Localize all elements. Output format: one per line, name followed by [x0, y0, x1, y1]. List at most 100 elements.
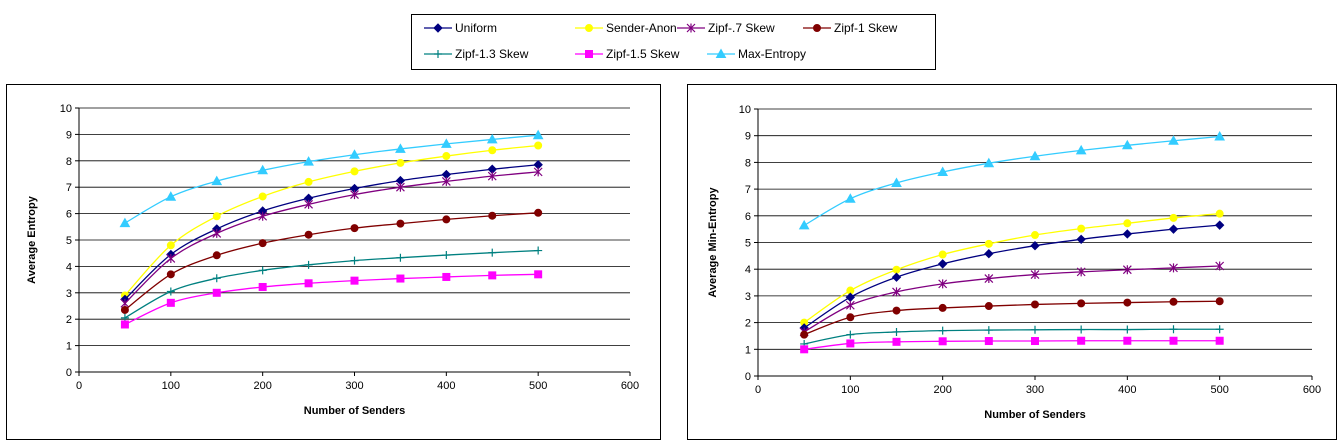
data-point [892, 327, 901, 336]
legend-label: Zipf-1.3 Skew [455, 47, 529, 61]
data-point [488, 146, 497, 155]
data-point [892, 287, 901, 297]
legend-label: Max-Entropy [738, 47, 807, 61]
legend-label: Zipf-.7 Skew [708, 21, 775, 35]
data-point [212, 251, 221, 260]
x-tick-label: 500 [1210, 384, 1228, 396]
data-point [258, 266, 267, 275]
data-point [166, 241, 175, 250]
series-zipf-1-3-skew [120, 246, 543, 322]
legend-item-zipf-1-3-skew: Zipf-1.3 Skew [424, 45, 528, 63]
data-point [1214, 130, 1226, 141]
data-point [350, 167, 359, 176]
legend-swatch [575, 50, 603, 58]
series-zipf-1-5-skew [800, 336, 1224, 354]
series-line [124, 164, 539, 300]
y-tick-label: 6 [745, 211, 751, 223]
data-point [486, 133, 498, 144]
y-tick-label: 5 [66, 235, 72, 247]
average-min-entropy-chart: 0 1 2 3 4 5 6 7 8 9 10 0 100 200 300 400 500 600 Number of… [687, 84, 1337, 440]
legend-marker-asterisk-icon [686, 23, 696, 33]
data-point [984, 239, 993, 248]
data-point [1168, 224, 1179, 234]
series-line [803, 265, 1220, 333]
data-point [1031, 300, 1039, 309]
data-point [984, 249, 994, 259]
data-point [937, 166, 949, 177]
data-point [798, 219, 810, 230]
y-tick-label: 1 [745, 344, 751, 356]
series-uniform [799, 220, 1225, 333]
data-point [800, 330, 809, 339]
legend-marker-square-icon [585, 50, 593, 58]
data-point [845, 300, 855, 310]
y-tick-label: 7 [66, 182, 72, 194]
series-line [803, 224, 1220, 329]
data-point [304, 199, 314, 209]
series-line [124, 249, 539, 319]
series-line [124, 212, 539, 311]
series-max-entropy [798, 130, 1226, 230]
y-tick-label: 3 [745, 291, 751, 303]
y-tick-label: 2 [66, 314, 72, 326]
y-tick-label: 10 [60, 103, 72, 115]
x-tick-label: 300 [1026, 384, 1044, 396]
data-point [211, 175, 223, 186]
data-point [1031, 231, 1039, 240]
data-point [304, 230, 313, 239]
data-point [891, 272, 902, 282]
data-point [350, 224, 359, 233]
data-point [1077, 325, 1086, 334]
x-tick-label: 200 [253, 380, 271, 392]
data-point [844, 193, 856, 203]
data-point [846, 313, 855, 322]
data-point [938, 250, 947, 259]
data-point [258, 192, 267, 201]
y-tick-label: 9 [745, 131, 751, 143]
x-tick-label: 600 [621, 380, 639, 392]
y-tick-label: 8 [745, 157, 751, 169]
data-point [1169, 297, 1178, 306]
data-point [396, 158, 405, 167]
legend-label: Zipf-1.5 Skew [606, 47, 680, 61]
data-point [119, 217, 131, 228]
data-point [120, 305, 129, 314]
data-point [1122, 229, 1133, 239]
data-point [442, 152, 451, 161]
y-tick-label: 4 [745, 264, 751, 276]
series-zipf-1-3-skew [800, 325, 1224, 348]
data-point [257, 164, 269, 175]
data-point [488, 211, 497, 220]
data-point [1123, 219, 1132, 228]
legend-marker-plus-icon [434, 50, 442, 58]
x-tick-label: 600 [1303, 384, 1321, 396]
legend-swatch [707, 48, 735, 58]
data-point [937, 259, 948, 269]
series-line [803, 213, 1220, 324]
data-point [533, 167, 543, 177]
y-tick-label: 5 [745, 238, 751, 250]
data-point [165, 191, 177, 201]
data-point [395, 182, 405, 192]
data-point [1169, 263, 1178, 273]
data-point [938, 337, 947, 346]
data-point [1215, 209, 1224, 218]
legend-label: Zipf-1 Skew [834, 21, 898, 35]
legend-item-max-entropy: Max-Entropy [707, 45, 806, 63]
series-line [803, 300, 1220, 336]
data-point [304, 177, 313, 186]
data-point [938, 303, 947, 312]
data-point [532, 129, 544, 140]
data-point [488, 271, 497, 280]
data-point [534, 246, 543, 255]
data-point [487, 171, 497, 181]
data-point [1075, 144, 1087, 155]
data-point [212, 228, 222, 238]
data-point [938, 326, 947, 335]
legend-label: Uniform [455, 21, 498, 35]
data-point [1030, 240, 1040, 251]
data-point [304, 279, 313, 288]
data-point [442, 251, 451, 260]
